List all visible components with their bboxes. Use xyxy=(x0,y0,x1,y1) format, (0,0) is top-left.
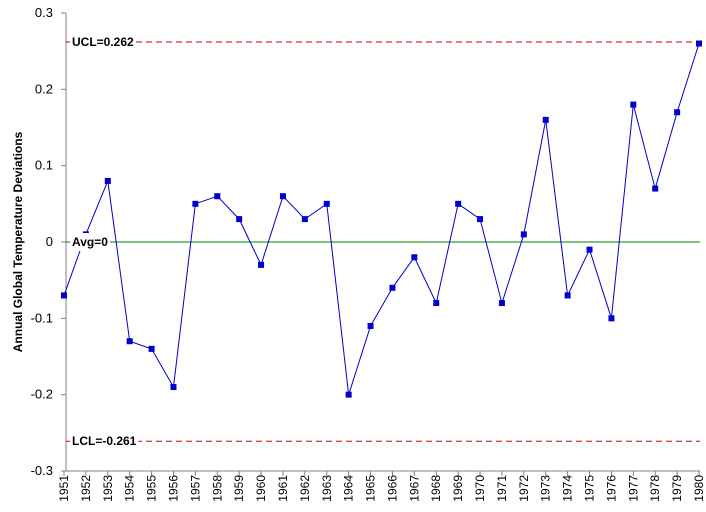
data-point xyxy=(411,254,418,261)
data-point xyxy=(258,261,265,268)
x-tick-label: 1975 xyxy=(583,475,597,502)
x-tick-label: 1963 xyxy=(320,475,334,502)
x-tick-label: 1957 xyxy=(188,475,202,502)
reference-label-lcl: LCL=-0.261 xyxy=(72,434,137,448)
x-tick-label: 1954 xyxy=(123,475,137,502)
data-point xyxy=(367,322,374,329)
reference-label-group: UCL=0.262 xyxy=(70,33,136,52)
y-tick-label: 0.2 xyxy=(35,81,53,96)
data-point xyxy=(608,315,615,322)
data-point xyxy=(630,101,637,108)
data-point xyxy=(542,116,549,123)
y-tick-label: 0.3 xyxy=(35,5,53,20)
x-tick-label: 1964 xyxy=(342,475,356,502)
x-tick-label: 1977 xyxy=(626,475,640,502)
reference-label-avg: Avg=0 xyxy=(72,235,108,249)
data-point xyxy=(279,193,286,200)
data-point xyxy=(104,177,111,184)
series-line xyxy=(63,43,700,395)
x-tick-label: 1961 xyxy=(276,475,290,502)
data-point xyxy=(126,338,133,345)
x-tick-label: 1980 xyxy=(692,475,706,502)
x-tick-label: 1962 xyxy=(298,475,312,502)
data-point xyxy=(520,231,527,238)
data-point xyxy=(214,193,221,200)
series-layer xyxy=(61,40,702,398)
x-tick-label: 1958 xyxy=(210,475,224,502)
data-point xyxy=(455,200,462,207)
x-tick-label: 1972 xyxy=(517,475,531,502)
x-tick-label: 1966 xyxy=(385,475,399,502)
y-tick-label: -0.2 xyxy=(31,387,53,402)
x-tick-label: 1971 xyxy=(495,475,509,502)
x-tick-label: 1976 xyxy=(604,475,618,502)
y-tick-label: 0 xyxy=(46,234,53,249)
data-point xyxy=(696,40,702,47)
y-tick-label: -0.3 xyxy=(31,463,53,478)
data-point xyxy=(674,109,681,116)
data-point xyxy=(498,300,505,307)
data-point xyxy=(652,185,659,192)
x-tick-label: 1952 xyxy=(79,475,93,502)
x-tick-label: 1979 xyxy=(670,475,684,502)
data-point xyxy=(170,384,177,391)
data-point xyxy=(148,345,155,352)
x-tick-label: 1967 xyxy=(407,475,421,502)
x-tick-label: 1969 xyxy=(451,475,465,502)
reference-label-bg xyxy=(70,33,136,52)
x-tick-label: 1953 xyxy=(101,475,115,502)
data-point xyxy=(301,216,308,223)
x-tick-label: 1956 xyxy=(166,475,180,502)
x-tick-label: 1955 xyxy=(145,475,159,502)
reference-lines xyxy=(66,41,700,442)
x-tick-label: 1970 xyxy=(473,475,487,502)
reference-label-group: LCL=-0.261 xyxy=(70,432,139,451)
data-point xyxy=(236,216,243,223)
x-tick-label: 1973 xyxy=(539,475,553,502)
x-tick-label: 1965 xyxy=(364,475,378,502)
x-tick-label: 1974 xyxy=(561,475,575,502)
data-point xyxy=(389,284,396,291)
data-point xyxy=(586,246,593,253)
x-tick-label: 1959 xyxy=(232,475,246,502)
data-point xyxy=(564,292,571,299)
reference-label-group: Avg=0 xyxy=(70,233,110,251)
data-point xyxy=(61,292,67,299)
axes: 0.3 0.2 0.1 0 -0.1 -0.2 -0.3 1951 1952 1953 1954 19… xyxy=(31,5,706,502)
x-tick-label: 1978 xyxy=(648,475,662,502)
data-point xyxy=(192,200,199,207)
data-point xyxy=(433,300,440,307)
x-tick-label: 1968 xyxy=(429,475,443,502)
data-point xyxy=(345,391,352,398)
x-tick-label: 1951 xyxy=(57,475,71,502)
y-tick-label: -0.1 xyxy=(31,310,53,325)
label-layer: Annual Global Temperature Deviations UCL=… xyxy=(11,33,139,451)
data-point xyxy=(323,200,330,207)
reference-label-bg xyxy=(70,432,139,451)
x-tick-label: 1960 xyxy=(254,475,268,502)
y-axis-title: Annual Global Temperature Deviations xyxy=(11,131,25,352)
y-tick-label: 0.1 xyxy=(35,158,53,173)
reference-label-ucl: UCL=0.262 xyxy=(72,35,134,49)
reference-label-bg xyxy=(70,233,110,251)
data-point xyxy=(477,216,484,223)
